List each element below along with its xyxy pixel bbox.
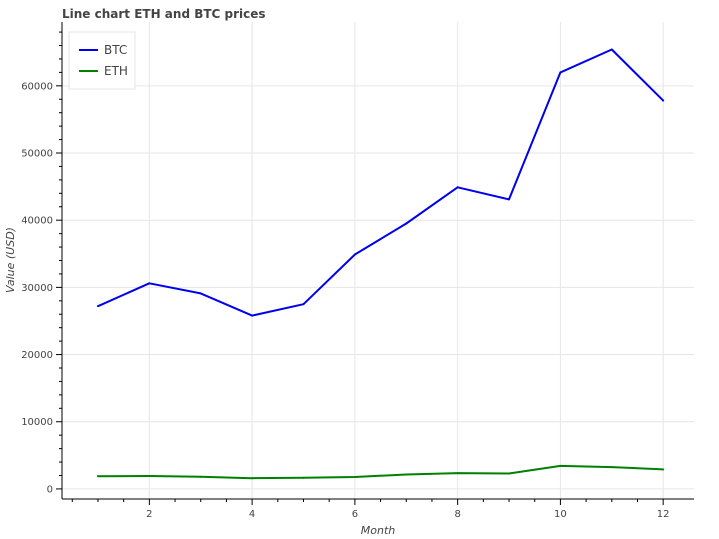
- y-tick-label: 50000: [21, 149, 53, 160]
- data-point-btc: [662, 99, 665, 102]
- series-line-btc: [97, 48, 664, 317]
- data-point-btc: [559, 71, 562, 74]
- data-point-eth: [559, 464, 562, 467]
- data-point-btc: [251, 314, 254, 317]
- x-tick-label: 4: [249, 509, 255, 520]
- series-layer: [96, 48, 665, 480]
- legend-label-eth: ETH: [104, 64, 128, 78]
- y-tick-label: 10000: [21, 417, 53, 428]
- data-point-btc: [405, 222, 408, 225]
- data-point-eth: [405, 473, 408, 476]
- x-tick-label: 10: [554, 509, 567, 520]
- x-tick-label: 8: [454, 509, 460, 520]
- series-line-eth: [97, 464, 664, 480]
- data-point-eth: [148, 475, 151, 478]
- data-point-eth: [610, 466, 613, 469]
- y-gridlines: [62, 85, 694, 490]
- data-point-eth: [199, 475, 202, 478]
- x-tick-label: 12: [657, 509, 670, 520]
- data-point-eth: [662, 468, 665, 471]
- legend-label-btc: BTC: [104, 43, 127, 57]
- data-point-btc: [302, 303, 305, 306]
- x-tick-label: 6: [352, 509, 358, 520]
- data-point-eth: [96, 475, 99, 478]
- y-tick-label: 30000: [21, 283, 53, 294]
- x-axis-label: Month: [361, 524, 396, 537]
- y-tick-label: 40000: [21, 216, 53, 227]
- data-point-btc: [508, 198, 511, 201]
- chart-title: Line chart ETH and BTC prices: [62, 7, 266, 21]
- y-tick-label: 0: [47, 484, 53, 495]
- legend: BTC ETH: [68, 31, 136, 90]
- legend-box: [68, 31, 136, 90]
- data-point-btc: [456, 186, 459, 189]
- data-point-eth: [508, 472, 511, 475]
- data-point-eth: [302, 476, 305, 479]
- x-axis-ticks: 2 4 6 8 10 12: [71, 499, 670, 520]
- data-point-btc: [148, 282, 151, 285]
- y-tick-label: 60000: [21, 81, 53, 92]
- data-point-btc: [353, 253, 356, 256]
- data-point-eth: [456, 472, 459, 475]
- y-tick-label: 20000: [21, 350, 53, 361]
- data-point-btc: [199, 292, 202, 295]
- y-axis-label: Value (USD): [4, 227, 17, 293]
- x-tick-label: 2: [146, 509, 152, 520]
- data-point-eth: [353, 475, 356, 478]
- data-point-btc: [610, 48, 613, 51]
- data-point-eth: [251, 477, 254, 480]
- x-gridlines: [148, 22, 664, 499]
- y-axis-ticks: 0 10000 20000 30000 40000 50000 60000: [21, 31, 62, 495]
- data-point-btc: [96, 305, 99, 308]
